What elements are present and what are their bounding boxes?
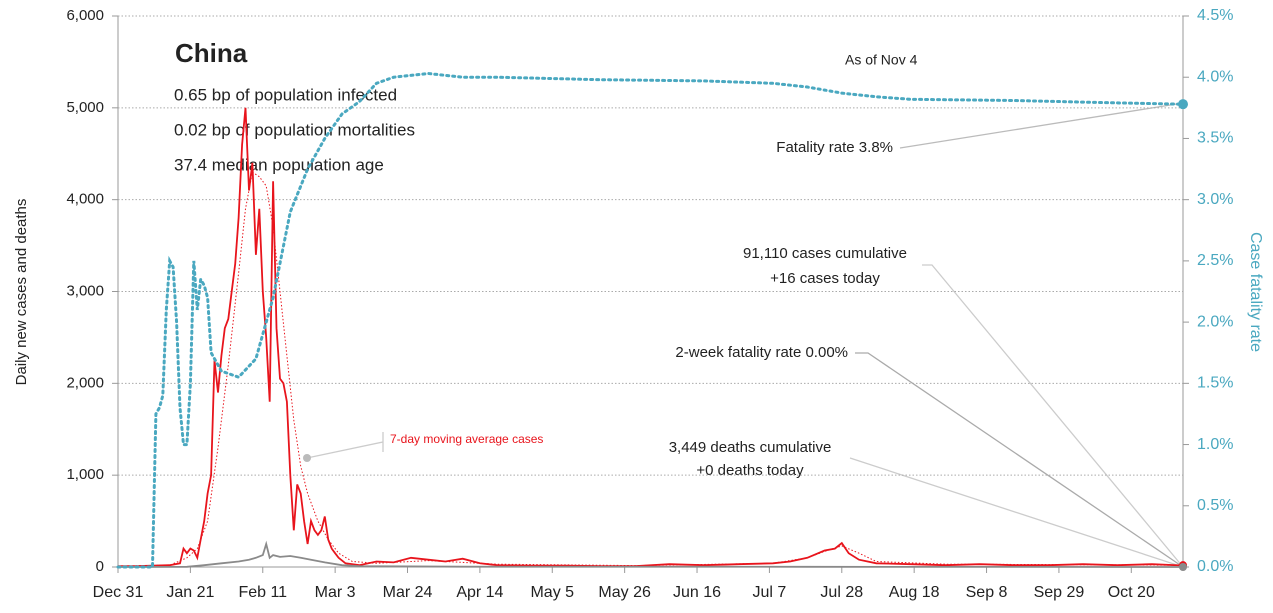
- subtitle: 0.02 bp of population mortalities: [174, 120, 415, 139]
- y-tick-label: 4,000: [66, 191, 104, 208]
- subtitle: 0.65 bp of population infected: [174, 85, 397, 104]
- annotation: Fatality rate 3.8%: [776, 139, 893, 156]
- y2-tick-label: 3.0%: [1197, 191, 1233, 208]
- y-tick-label: 6,000: [66, 7, 104, 24]
- x-tick-label: Aug 18: [889, 584, 940, 601]
- y2-tick-label: 0.5%: [1197, 497, 1233, 514]
- x-tick-label: Dec 31: [93, 584, 144, 601]
- leader-line: [849, 457, 1184, 568]
- leader-line: [899, 102, 1184, 149]
- y2-tick-label: 4.5%: [1197, 7, 1233, 24]
- series-line: [116, 71, 1185, 569]
- y2-tick-label: 1.0%: [1197, 436, 1233, 453]
- y2-tick-label: 2.0%: [1197, 313, 1233, 330]
- x-tick-label: Sep 8: [966, 584, 1008, 601]
- y-tick-label: 2,000: [66, 374, 104, 391]
- x-tick-label: Mar 24: [383, 584, 433, 601]
- leader-line: [855, 352, 1184, 568]
- x-tick-label: Oct 20: [1108, 584, 1155, 601]
- x-tick-label: Jun 16: [673, 584, 721, 601]
- annotation: 2-week fatality rate 0.00%: [675, 344, 848, 361]
- x-tick-label: May 26: [598, 584, 651, 601]
- annotation: 91,110 cases cumulative: [743, 245, 907, 262]
- x-tick-label: Jul 28: [820, 584, 863, 601]
- x-tick-label: Jan 21: [166, 584, 214, 601]
- x-tick-label: Feb 11: [238, 584, 287, 601]
- y2-tick-label: 3.5%: [1197, 130, 1233, 147]
- y-tick-label: 5,000: [66, 99, 104, 116]
- annotation: 3,449 deaths cumulative: [669, 439, 832, 456]
- leader-line: [306, 441, 384, 459]
- subtitle: 37.4 median population age: [174, 155, 384, 174]
- y2-tick-label: 0.0%: [1197, 558, 1233, 575]
- y-axis-label: Daily new cases and deaths: [13, 199, 30, 386]
- y2-tick-label: 1.5%: [1197, 375, 1233, 392]
- series-line: [118, 107, 1184, 567]
- y-tick-label: 1,000: [66, 466, 104, 483]
- y2-tick-label: 4.0%: [1197, 68, 1233, 85]
- annotation: +0 deaths today: [696, 462, 804, 479]
- y-tick-label: 0: [96, 558, 104, 575]
- y-tick-label: 3,000: [66, 282, 104, 299]
- x-tick-label: Jul 7: [753, 584, 787, 601]
- annotation: +16 cases today: [770, 270, 880, 287]
- annotation-lines: [303, 102, 1184, 568]
- series-label: 7-day moving average cases: [390, 432, 543, 446]
- date-note: As of Nov 4: [845, 52, 918, 68]
- y2-axis-label: Case fatality rate: [1247, 232, 1264, 352]
- leader-dot: [303, 454, 311, 462]
- leader-line: [922, 264, 1184, 568]
- series-line: [117, 171, 1184, 567]
- x-tick-label: Apr 14: [456, 584, 503, 601]
- end-point: [1179, 563, 1187, 571]
- x-tick-label: Sep 29: [1034, 584, 1085, 601]
- x-tick-label: Mar 3: [315, 584, 356, 601]
- chart-title: China: [175, 38, 248, 68]
- end-point: [1178, 99, 1188, 110]
- x-tick-label: May 5: [530, 584, 574, 601]
- series-line: [117, 540, 1184, 568]
- y2-tick-label: 2.5%: [1197, 252, 1233, 269]
